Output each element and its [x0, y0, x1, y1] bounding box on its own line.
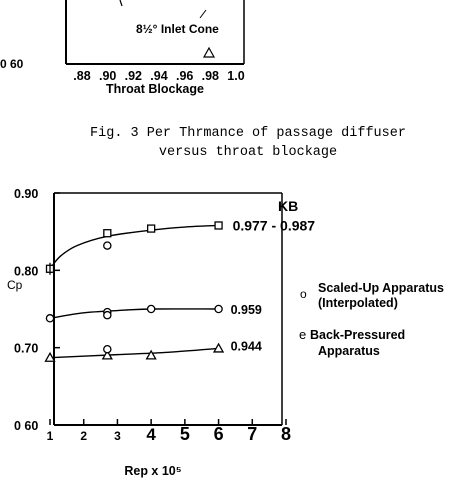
- series-curve-square: [49, 224, 219, 270]
- x-axis-label: Rep x 10⁵: [124, 464, 181, 478]
- top-chart-x-tick-label: 1.0: [227, 69, 244, 83]
- plot-frame: 0 60 0.70 0.80 0.90 1 2 3 4 5 6 7 8: [14, 187, 291, 444]
- data-point-circle: [103, 310, 112, 320]
- data-point-circle: [45, 314, 55, 323]
- y-tick-label: 0.80: [14, 264, 38, 278]
- legend-text-back-pressured-line1: Back-Pressured: [310, 328, 405, 342]
- figure-caption-line2: versus throat blockage: [159, 145, 337, 160]
- top-chart-curve-fragment: [119, 0, 123, 7]
- data-point-extra-circle: [103, 241, 112, 250]
- top-chart-x-tick-label: .92: [125, 69, 142, 83]
- top-chart-x-ticks: .88 .90 .92 .94 .96 .98 1.0: [73, 69, 244, 83]
- data-point-triangle: [101, 349, 113, 360]
- data-point-extra-circle: [103, 344, 112, 354]
- top-chart-x-tick-label: .94: [150, 69, 167, 83]
- y-tick-label: 0.70: [14, 342, 38, 356]
- top-chart-x-tick-label: .98: [202, 69, 219, 83]
- top-chart-x-tick-label: .96: [176, 69, 193, 83]
- x-tick-label: 5: [180, 424, 190, 444]
- y-axis-label: Cp: [7, 278, 23, 292]
- top-chart-x-tick-label: .90: [99, 69, 116, 83]
- x-tick-label: 7: [247, 424, 257, 444]
- figure-caption-line1: Fig. 3 Per Thrmance of passage diffuser: [90, 126, 406, 141]
- series-end-label: 0.944: [231, 339, 262, 353]
- x-tick-label: 6: [214, 424, 224, 444]
- x-tick-label: 4: [146, 425, 156, 444]
- data-point-triangle: [44, 351, 56, 362]
- x-tick-label: 3: [114, 429, 121, 443]
- data-point-square: [103, 229, 112, 238]
- plot-markers: [44, 221, 225, 362]
- top-chart-leader-line: [199, 9, 207, 19]
- top-chart-x-tick-label: .88: [73, 69, 90, 83]
- x-tick-label: 1: [47, 429, 54, 443]
- legend: o Scaled-Up Apparatus (Interpolated) e B…: [299, 281, 444, 358]
- legend-text-scaled-up-line1: Scaled-Up Apparatus: [318, 281, 444, 295]
- top-chart-annotation: 8½° Inlet Cone: [136, 22, 219, 36]
- legend-text-back-pressured-line2: Apparatus: [318, 344, 380, 358]
- series-curve-triangle: [49, 347, 219, 359]
- kb-header: KB: [278, 198, 298, 214]
- top-chart-xlabel: Throat Blockage: [106, 82, 204, 96]
- data-point-square: [146, 224, 156, 233]
- x-tick-label: 2: [80, 429, 87, 443]
- data-point-square: [214, 221, 223, 230]
- legend-text-scaled-up-line2: (Interpolated): [318, 296, 398, 310]
- data-point-triangle: [212, 342, 225, 353]
- series-end-label: 0.959: [231, 303, 262, 317]
- x-tick-label: 8: [281, 424, 291, 444]
- legend-symbol-scaled-up: o: [300, 287, 307, 301]
- data-point-triangle: [145, 349, 157, 360]
- series-curve-circle: [49, 308, 219, 319]
- series-end-label: 0.977 - 0.987: [233, 217, 316, 233]
- plot-curves: [49, 224, 219, 359]
- plot-labels: 0.977 - 0.987 0.959 0.944: [231, 217, 316, 353]
- top-chart-y-tick: 0 60: [0, 57, 24, 71]
- y-tick-label: 0 60: [14, 419, 38, 433]
- y-tick-label: 0.90: [14, 187, 38, 201]
- data-point-circle: [146, 304, 156, 314]
- legend-symbol-back-pressured: e: [299, 327, 306, 342]
- top-chart-triangle-marker: [202, 46, 216, 58]
- data-point-circle: [214, 304, 223, 314]
